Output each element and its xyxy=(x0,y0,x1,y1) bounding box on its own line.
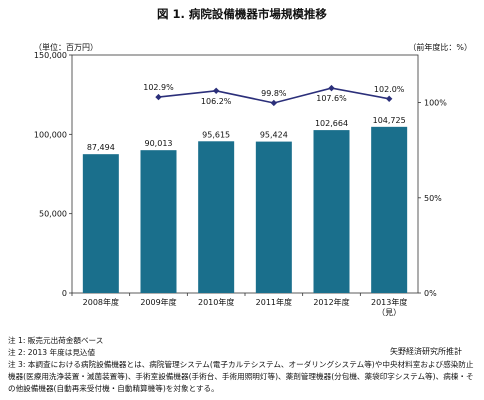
bar xyxy=(82,154,119,293)
growth-rate-point xyxy=(385,95,393,102)
y-tick-label: 150,000 xyxy=(34,51,67,60)
growth-rate-point xyxy=(212,87,220,94)
bar xyxy=(371,126,408,293)
bar xyxy=(313,130,350,293)
note-3: 注 3: 本調査における病院設備機器とは、病院管理システム(電子カルテシステム、… xyxy=(8,360,474,393)
note-2: 注 2: 2013 年度は見込値 xyxy=(8,348,96,357)
y2-tick-label: 0% xyxy=(424,289,437,298)
growth-rate-point xyxy=(155,93,162,101)
growth-rate-label: 99.8% xyxy=(261,89,287,98)
right-axis-unit: （前年度比：%） xyxy=(408,43,472,52)
notes: 注 1: 販売元出荷金額ベース 注 2: 2013 年度は見込値 注 3: 本調… xyxy=(8,335,478,395)
growth-rate-label: 102.0% xyxy=(374,85,405,94)
growth-rate-point xyxy=(328,84,335,92)
x-tick-label: 2010年度 xyxy=(198,297,234,307)
chart-title: 図 1. 病院設備機器市場規模推移 xyxy=(157,7,327,21)
y-tick-label: 0 xyxy=(62,289,67,298)
bar xyxy=(255,141,292,293)
market-size-chart: 0 50,000 100,000 150,000 0% 50% 100% 87,494 2008… xyxy=(34,51,447,317)
x-tick-label: 2011年度 xyxy=(256,297,292,307)
x-tick-label: 2009年度 xyxy=(140,297,176,307)
x-tick-label: 2012年度 xyxy=(313,297,349,307)
y2-tick-label: 100% xyxy=(424,99,447,108)
bar-value-label: 95,615 xyxy=(202,130,230,139)
bar-value-label: 95,424 xyxy=(260,131,288,140)
x-tick-label: 2013年度 xyxy=(371,297,407,307)
bar-value-label: 87,494 xyxy=(87,143,115,152)
bar-value-label: 104,725 xyxy=(373,116,406,125)
bar-value-label: 90,013 xyxy=(145,139,173,148)
y-tick-label: 100,000 xyxy=(34,130,67,139)
bar xyxy=(140,150,177,293)
x-tick-label: 2008年度 xyxy=(83,297,119,307)
bar xyxy=(198,141,235,293)
growth-rate-label: 107.6% xyxy=(316,94,347,103)
growth-rate-label: 106.2% xyxy=(201,97,232,106)
source-credit: 矢野経済研究所推計 xyxy=(390,347,462,356)
y-tick-label: 50,000 xyxy=(39,210,67,219)
left-axis-unit: （単位：百万円） xyxy=(34,43,98,52)
x-tick-label: （見） xyxy=(377,308,401,317)
growth-rate-label: 102.9% xyxy=(143,83,174,92)
bar-value-label: 102,664 xyxy=(315,119,348,128)
y2-tick-label: 50% xyxy=(424,194,442,203)
plot-area xyxy=(71,54,419,294)
note-1: 注 1: 販売元出荷金額ベース xyxy=(8,336,104,345)
growth-rate-point xyxy=(270,99,278,107)
